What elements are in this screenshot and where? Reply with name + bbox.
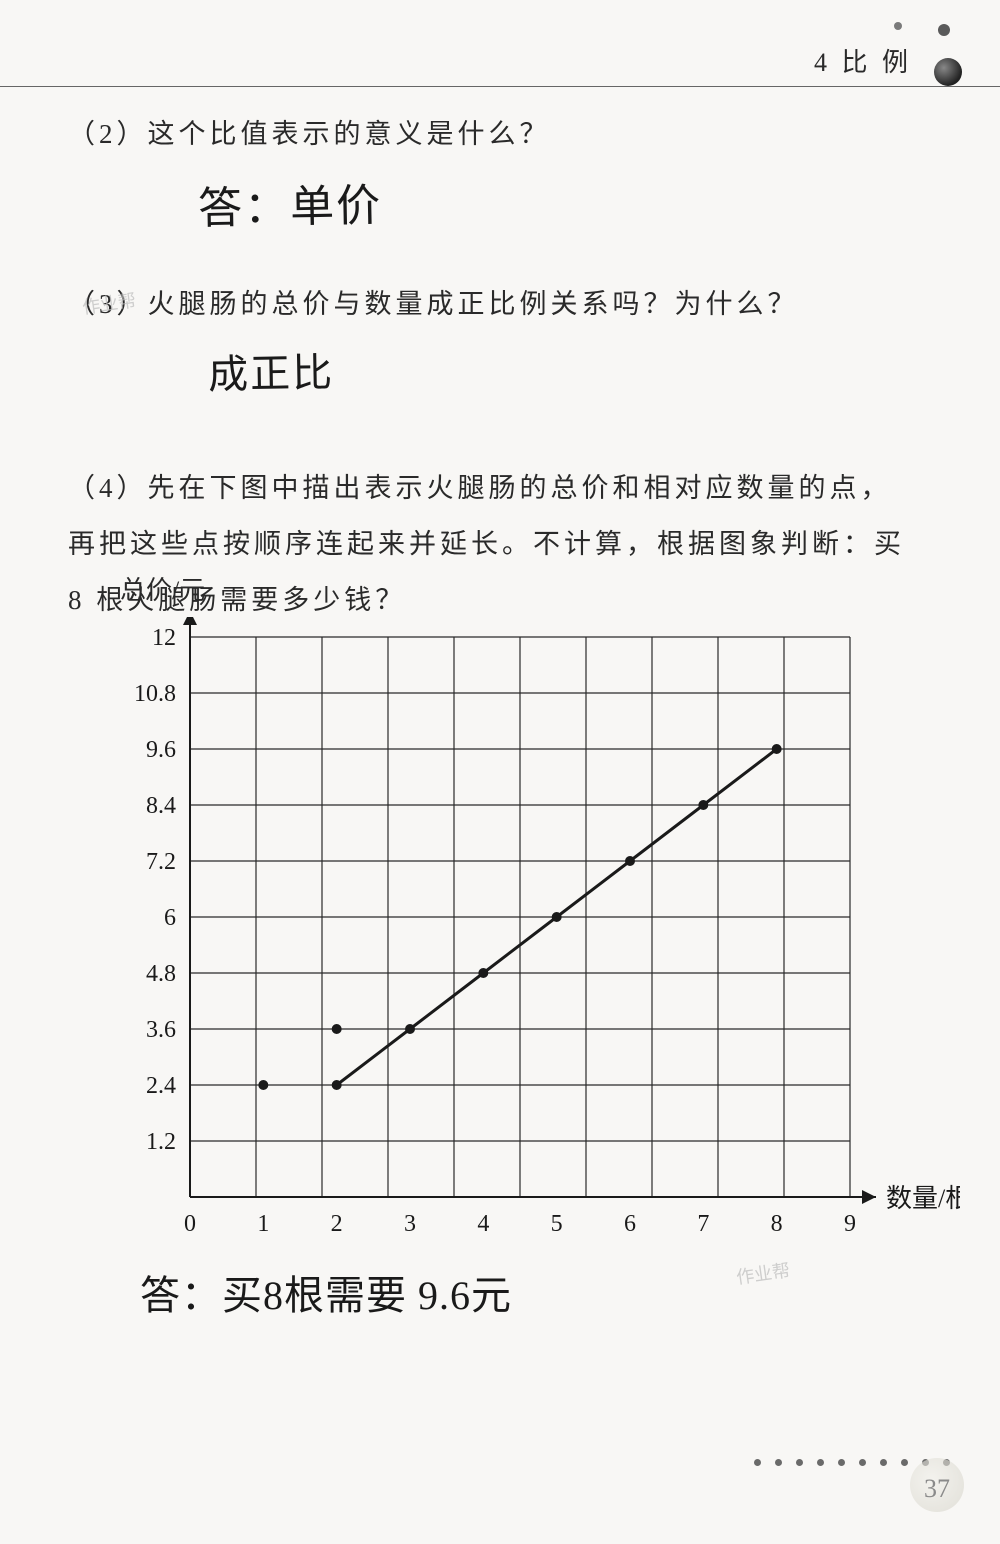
svg-text:9: 9 <box>844 1211 856 1237</box>
svg-text:12: 12 <box>152 625 176 651</box>
page-number: 37 <box>924 1474 950 1504</box>
svg-text:2.4: 2.4 <box>146 1073 176 1099</box>
question-4-line1: （4）先在下图中描出表示火腿肠的总价和相对应数量的点， <box>68 464 940 512</box>
question-4-line2: 再把这些点按顺序连起来并延长。不计算，根据图象判断：买 <box>68 520 940 568</box>
chart-container: 总价/元 1.22.43.64.867.28.49.610.8120123456… <box>80 570 940 1321</box>
svg-text:7.2: 7.2 <box>146 849 176 875</box>
header-rule <box>0 86 1000 87</box>
svg-text:8: 8 <box>771 1211 783 1237</box>
svg-text:6: 6 <box>624 1211 636 1237</box>
svg-text:9.6: 9.6 <box>146 737 176 763</box>
dot-icon <box>938 24 950 36</box>
svg-text:4.8: 4.8 <box>146 961 176 987</box>
svg-text:2: 2 <box>331 1211 343 1237</box>
chart-y-label: 总价/元 <box>120 570 940 607</box>
dot-icon <box>934 58 962 86</box>
svg-text:数量/根: 数量/根 <box>886 1184 960 1213</box>
svg-text:10.8: 10.8 <box>134 681 176 707</box>
svg-text:7: 7 <box>697 1211 709 1237</box>
svg-text:5: 5 <box>551 1211 563 1237</box>
answer-3-handwritten: 成正比 <box>208 330 941 401</box>
svg-text:1.2: 1.2 <box>146 1129 176 1155</box>
question-2: （2）这个比值表示的意义是什么？ <box>68 110 940 158</box>
page-content: （2）这个比值表示的意义是什么？ 答：单价 （3）火腿肠的总价与数量成正比例关系… <box>68 110 940 632</box>
svg-text:8.4: 8.4 <box>146 793 176 819</box>
svg-text:1: 1 <box>257 1211 269 1237</box>
chapter-title: 4 比 例 <box>814 42 912 79</box>
svg-text:3: 3 <box>404 1211 416 1237</box>
question-3: （3）火腿肠的总价与数量成正比例关系吗？为什么？ <box>68 280 940 328</box>
dot-icon <box>894 22 902 30</box>
svg-text:6: 6 <box>164 905 176 931</box>
svg-text:3.6: 3.6 <box>146 1017 176 1043</box>
svg-text:0: 0 <box>184 1211 196 1237</box>
answer-2-handwritten: 答：单价 <box>197 160 940 237</box>
answer-4-handwritten: 答：买8根需要 9.6元 <box>140 1263 940 1321</box>
line-chart: 1.22.43.64.867.28.49.610.8120123456789数量… <box>80 617 960 1257</box>
svg-text:4: 4 <box>477 1211 489 1237</box>
